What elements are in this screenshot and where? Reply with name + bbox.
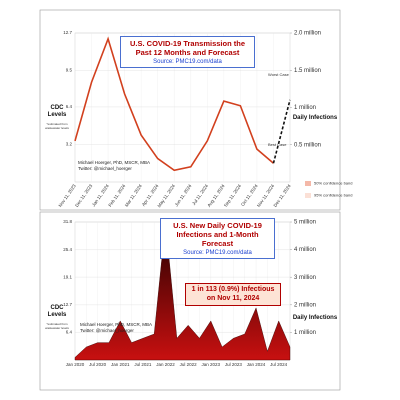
legend-swatch [305,181,311,186]
panel-border [39,211,341,391]
legend-label: 50% confidence band [314,181,352,186]
chart-title: U.S. COVID-19 Transmission the Past 12 M… [129,39,246,57]
title-box: U.S. COVID-19 Transmission the Past 12 M… [120,36,255,68]
y2-tick-label: 1 million [294,105,316,111]
x-tick-label: Jun 11, 2024 [174,183,193,207]
y-tick-label: 31.8 [63,219,72,224]
y-tick-label: 6.4 [66,329,73,334]
y2-tick-label: 1 million [294,330,316,336]
y2-tick-label: 5 million [294,220,316,226]
y2-axis-label: Daily Infections [292,115,338,121]
x-tick-label: Jul 11, 2024 [191,183,209,206]
series-line [272,99,291,164]
legend-label: 95% confidence band [314,193,352,198]
y2-tick-label: 4 million [294,247,316,253]
credit: Twitter: @michael_hoerger [80,328,134,333]
x-tick-label: Jan 2021 [111,362,130,367]
x-tick-label: Jul 2020 [89,362,107,367]
annotation: Best Case [268,142,287,147]
y2-tick-label: 1.5 million [294,68,321,74]
series-area [74,221,291,361]
y-tick-label: 6.4 [66,104,73,109]
chart-subtitle: Source: PMC19.com/data [183,250,252,256]
y-tick-label: 19.1 [63,274,72,279]
y-axis-label: CDC Levels [47,305,67,318]
y2-tick-label: 0.5 million [294,142,321,148]
y-axis-label: CDC Levels [47,105,67,118]
y-tick-label: 12.7 [63,30,72,35]
x-tick-label: Jan 2023 [202,362,221,367]
panel-border [39,9,341,211]
title-box: U.S. New Daily COVID-19 Infections and 1… [160,218,275,259]
y-tick-label: 12.7 [63,302,72,307]
y2-tick-label: 2 million [294,302,316,308]
x-tick-label: Dec 11, 2024 [273,183,293,208]
x-tick-label: Jul 2024 [270,362,288,367]
callout: 1 in 113 (0.9%) Infectious on Nov 11, 20… [185,283,281,306]
x-tick-label: Jan 2024 [247,362,266,367]
y2-axis-label: Daily Infections [292,315,338,321]
y-tick-label: 3.2 [66,142,73,147]
y2-tick-label: 2.0 million [294,31,321,37]
annotation: Worst Case [268,72,290,77]
series-line [74,36,274,172]
credit: Michael Hoerger, PhD, MSCR, MBA [80,322,153,327]
y-axis-note: *estimated from wastewater levels [45,122,69,130]
y-tick-label: 9.5 [66,68,73,73]
x-tick-label: Jul 2021 [134,362,152,367]
x-tick-label: Jul 2022 [180,362,198,367]
credit: Michael Hoerger, PhD, MSCR, MBA [78,160,151,165]
x-tick-label: Jan 2022 [156,362,175,367]
y-tick-label: 25.4 [63,247,72,252]
legend-swatch [305,193,311,198]
y2-tick-label: 3 million [294,275,316,281]
credit: Twitter: @michael_hoerger [78,166,132,171]
y-axis-note: *estimated from wastewater levels [45,322,69,330]
x-tick-label: Jan 2020 [66,362,85,367]
x-tick-label: Jul 2023 [225,362,243,367]
chart-subtitle: Source: PMC19.com/data [153,59,222,65]
chart-title: U.S. New Daily COVID-19 Infections and 1… [173,221,262,248]
